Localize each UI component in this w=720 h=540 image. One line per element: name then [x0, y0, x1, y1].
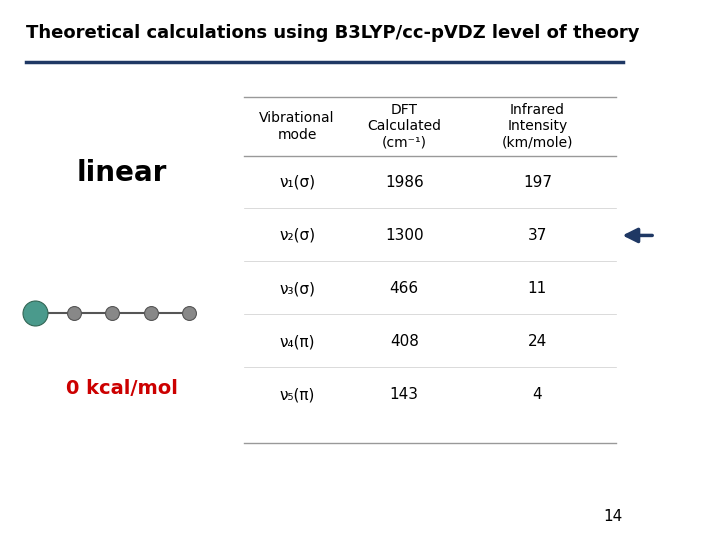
Text: ν₅(π): ν₅(π): [279, 387, 315, 402]
Text: 24: 24: [528, 334, 547, 349]
Text: DFT
Calculated
(cm⁻¹): DFT Calculated (cm⁻¹): [367, 103, 441, 150]
Text: ν₁(σ): ν₁(σ): [279, 175, 315, 190]
Text: 11: 11: [528, 281, 547, 296]
Text: 466: 466: [390, 281, 419, 296]
Text: 4: 4: [533, 387, 542, 402]
Text: ν₄(π): ν₄(π): [279, 334, 315, 349]
Text: linear: linear: [77, 159, 167, 187]
Text: Vibrational
mode: Vibrational mode: [259, 111, 335, 141]
Text: 143: 143: [390, 387, 419, 402]
Text: 37: 37: [528, 228, 547, 243]
Text: 1300: 1300: [385, 228, 423, 243]
Text: 1986: 1986: [384, 175, 423, 190]
Text: 197: 197: [523, 175, 552, 190]
Text: Theoretical calculations using B3LYP/cc-pVDZ level of theory: Theoretical calculations using B3LYP/cc-…: [26, 24, 639, 42]
Text: ν₂(σ): ν₂(σ): [279, 228, 315, 243]
Text: 408: 408: [390, 334, 418, 349]
Text: 14: 14: [603, 509, 623, 524]
Text: 0 kcal/mol: 0 kcal/mol: [66, 379, 178, 399]
Text: ν₃(σ): ν₃(σ): [279, 281, 315, 296]
Text: Infrared
Intensity
(km/mole): Infrared Intensity (km/mole): [502, 103, 573, 150]
